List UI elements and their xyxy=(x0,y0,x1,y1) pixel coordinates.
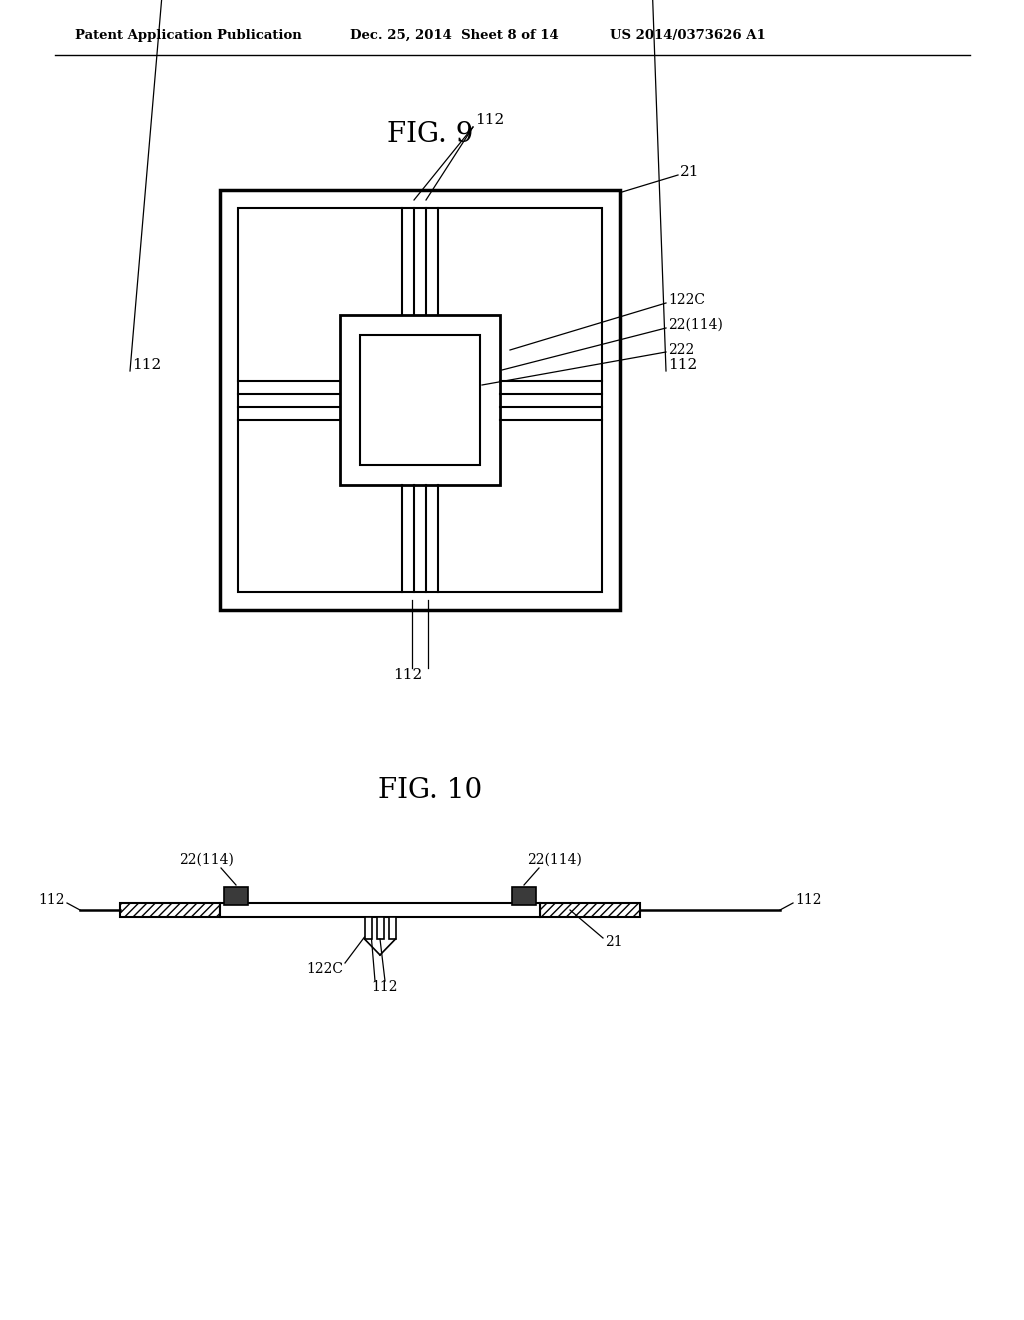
Bar xyxy=(220,190,620,610)
Bar xyxy=(388,917,395,939)
Text: 22(114): 22(114) xyxy=(178,853,233,867)
Text: 112: 112 xyxy=(393,668,423,682)
Bar xyxy=(340,315,500,484)
Text: 22(114): 22(114) xyxy=(526,853,582,867)
Bar xyxy=(512,887,536,906)
Text: 122C: 122C xyxy=(668,293,705,308)
Text: 112: 112 xyxy=(132,358,161,372)
Text: 222: 222 xyxy=(668,343,694,356)
Text: 112: 112 xyxy=(372,979,398,994)
Text: FIG. 9: FIG. 9 xyxy=(387,121,473,149)
Text: 21: 21 xyxy=(605,935,623,949)
Bar xyxy=(540,903,640,917)
Text: 112: 112 xyxy=(475,114,504,127)
Bar xyxy=(224,887,248,906)
Bar xyxy=(120,903,220,917)
Text: 122C: 122C xyxy=(306,962,343,975)
Bar xyxy=(360,335,480,465)
Text: Dec. 25, 2014  Sheet 8 of 14: Dec. 25, 2014 Sheet 8 of 14 xyxy=(350,29,559,41)
Text: Patent Application Publication: Patent Application Publication xyxy=(75,29,302,41)
Bar xyxy=(238,209,602,591)
Text: 112: 112 xyxy=(668,358,697,372)
Text: 112: 112 xyxy=(39,894,65,907)
Text: 21: 21 xyxy=(680,165,699,180)
Bar xyxy=(365,917,372,939)
Text: FIG. 10: FIG. 10 xyxy=(378,776,482,804)
Text: US 2014/0373626 A1: US 2014/0373626 A1 xyxy=(610,29,766,41)
Bar xyxy=(220,903,540,917)
Text: 22(114): 22(114) xyxy=(668,318,723,333)
Text: 112: 112 xyxy=(795,894,821,907)
Bar xyxy=(377,917,384,939)
